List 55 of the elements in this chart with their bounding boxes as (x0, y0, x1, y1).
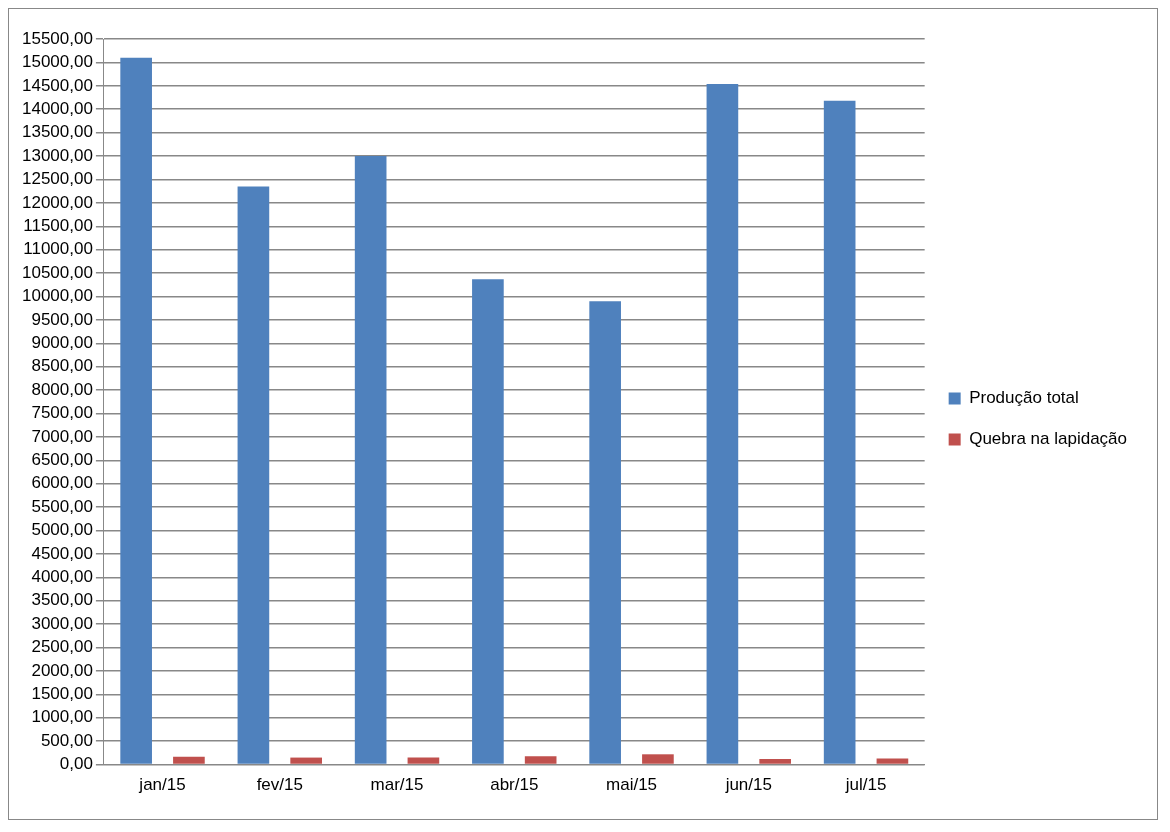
y-tick-label: 1500,00 (31, 684, 93, 704)
y-tick-label: 0,00 (59, 754, 93, 774)
bar (173, 756, 205, 764)
y-tick-label: 11000,00 (23, 239, 93, 259)
x-tick-label: jun/15 (724, 775, 772, 795)
bar (759, 758, 791, 764)
y-tick-label: 7000,00 (31, 426, 93, 446)
y-tick-label: 4000,00 (31, 567, 93, 587)
bar (472, 279, 504, 764)
y-tick-label: 6500,00 (31, 450, 93, 469)
y-tick-label: 15500,00 (22, 28, 93, 48)
y-tick-label: 2000,00 (31, 660, 93, 680)
y-tick-label: 1000,00 (31, 707, 93, 727)
y-tick-label: 10000,00 (22, 286, 93, 306)
bar (237, 186, 270, 764)
bar (642, 754, 674, 764)
bar (823, 100, 856, 764)
y-tick-label: 2500,00 (31, 637, 93, 657)
y-tick-label: 9500,00 (31, 309, 93, 329)
x-tick-label: mai/15 (606, 775, 658, 795)
y-tick-label: 9000,00 (31, 332, 93, 352)
y-tick-label: 3000,00 (31, 613, 93, 633)
bar (354, 156, 387, 764)
x-tick-label: jan/15 (138, 775, 186, 795)
y-tick-label: 3500,00 (31, 590, 93, 610)
y-tick-label: 15000,00 (22, 52, 93, 72)
x-tick-label: abr/15 (490, 775, 539, 795)
y-tick-label: 13000,00 (22, 145, 93, 165)
y-tick-label: 6000,00 (31, 473, 93, 493)
bar (524, 756, 557, 764)
y-tick-label: 12000,00 (22, 192, 93, 212)
y-tick-label: 7500,00 (31, 403, 93, 423)
legend-label: Produção total (969, 388, 1079, 408)
y-tick-label: 8500,00 (31, 356, 93, 376)
bar (589, 301, 621, 764)
x-tick-label: fev/15 (256, 775, 303, 795)
legend-label: Quebra na lapidação (969, 429, 1127, 449)
bar (706, 83, 739, 764)
bar (120, 57, 152, 764)
y-tick-label: 11500,00 (23, 215, 93, 235)
y-tick-label: 5500,00 (31, 496, 93, 516)
y-tick-label: 14500,00 (22, 75, 93, 95)
x-tick-label: mar/15 (370, 775, 424, 795)
y-tick-label: 12500,00 (22, 169, 93, 189)
y-tick-label: 14000,00 (22, 98, 93, 118)
y-tick-label: 4500,00 (31, 543, 93, 563)
bar (407, 757, 440, 764)
x-tick-label: jul/15 (844, 775, 887, 795)
y-tick-label: 500,00 (40, 730, 93, 750)
bar (290, 757, 322, 764)
y-tick-label: 5000,00 (31, 520, 93, 540)
y-tick-label: 8000,00 (31, 379, 93, 399)
bar (876, 758, 909, 764)
y-tick-label: 10500,00 (22, 262, 93, 282)
y-tick-label: 13500,00 (22, 122, 93, 142)
